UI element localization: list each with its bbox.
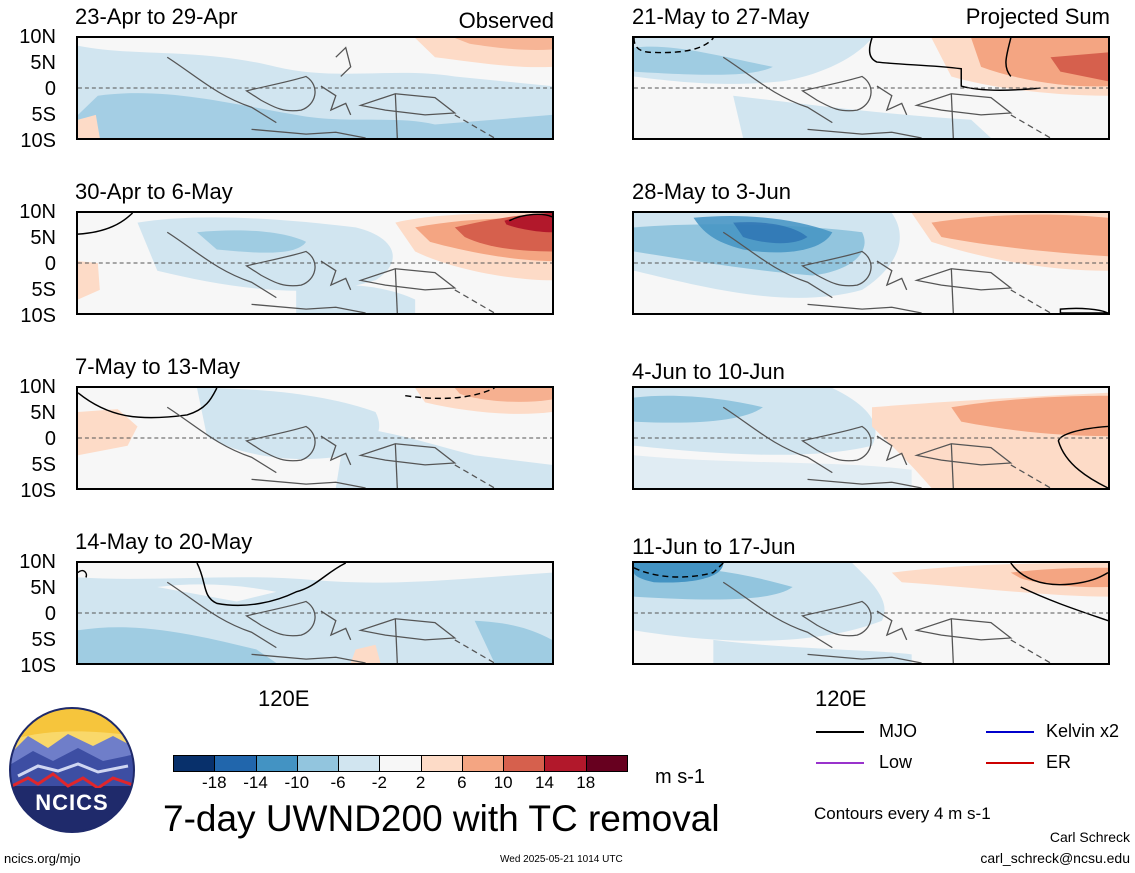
colorbar-tick-label: 10 [493, 773, 513, 792]
lat-tick: 10S [20, 655, 56, 677]
lat-tick: 5S [31, 104, 56, 126]
lat-tick: 10N [19, 551, 56, 573]
legend-kelvin-line [986, 731, 1034, 733]
legend-er-line [986, 762, 1034, 764]
panel-title-left-2: 30-Apr to 6-May [75, 179, 233, 204]
legend-low-line [816, 762, 864, 764]
colorbar-cell [503, 755, 546, 772]
map-panel-right-2 [632, 211, 1110, 315]
colorbar-cell [461, 755, 505, 772]
colorbar-tick-label: -6 [330, 773, 346, 792]
legend-mjo-label: MJO [879, 721, 917, 741]
colorbar-tick-label: -18 [201, 773, 227, 792]
lat-tick: 0 [44, 78, 56, 100]
lat-tick: 5N [30, 227, 56, 249]
lat-tick: 5N [30, 577, 56, 599]
logo-text: NCICS [35, 790, 109, 815]
colorbar-ticks: -18 -14 -10 -6 -2 2 6 10 14 18 [173, 774, 627, 794]
panel-title-right-1: 21-May to 27-May [632, 4, 810, 29]
map-panel-left-1 [76, 36, 554, 140]
lat-tick: 10S [20, 480, 56, 502]
lat-tick: 5S [31, 629, 56, 651]
colorbar-cell [173, 755, 216, 772]
panel-title-right-3: 4-Jun to 10-Jun [632, 359, 785, 384]
lat-tick: 10N [19, 26, 56, 48]
lat-tick: 10S [20, 305, 56, 327]
lat-tick: 10N [19, 376, 56, 398]
map-panel-right-1 [632, 36, 1110, 140]
colorbar-tick-label: 18 [576, 773, 596, 792]
colorbar-units: m s-1 [655, 766, 705, 788]
legend-kelvin-label: Kelvin x2 [1046, 721, 1120, 741]
contour-note: Contours every 4 m s-1 [814, 804, 991, 823]
colorbar-tick-label: 14 [534, 773, 554, 792]
panel-title-left-4: 14-May to 20-May [75, 529, 253, 554]
colorbar-cell [214, 755, 257, 772]
lon-tick-right: 120E [815, 686, 867, 711]
colorbar-tick-label: 6 [457, 773, 467, 792]
colorbar-tick-label: -10 [284, 773, 310, 792]
map-panel-right-3 [632, 386, 1110, 490]
lat-tick: 5S [31, 279, 56, 301]
panel-title-right-2: 28-May to 3-Jun [632, 179, 791, 204]
colorbar-cell [420, 755, 463, 772]
colorbar [173, 755, 628, 772]
ncics-logo-graphic [9, 707, 135, 833]
lat-tick: 5S [31, 454, 56, 476]
map-panel-left-2 [76, 211, 554, 315]
footer-url[interactable]: ncics.org/mjo [4, 851, 81, 866]
footer-timestamp: Wed 2025-05-21 1014 UTC [500, 854, 623, 865]
lat-tick: 0 [44, 253, 56, 275]
map-panel-right-4 [632, 561, 1110, 665]
lon-tick-left: 120E [258, 686, 310, 711]
colorbar-tick-label: -2 [371, 773, 387, 792]
lat-tick: 10S [20, 130, 56, 152]
legend-mjo-line [816, 731, 864, 733]
colorbar-cell [255, 755, 298, 772]
main-title: 7-day UWND200 with TC removal [163, 798, 720, 839]
colorbar-cell [379, 755, 422, 772]
colorbar-cell [544, 755, 587, 772]
panel-label-projected-sum: Projected Sum [965, 4, 1110, 29]
footer-author: Carl Schreck [1049, 829, 1130, 845]
panel-title-left-1: 23-Apr to 29-Apr [75, 4, 238, 29]
ncics-logo: NCICS [8, 706, 136, 834]
colorbar-cell [338, 755, 381, 772]
colorbar-cell [296, 755, 340, 772]
panel-title-left-3: 7-May to 13-May [75, 354, 241, 379]
lat-tick: 0 [44, 428, 56, 450]
panel-label-observed: Observed [458, 8, 554, 33]
panel-title-right-4: 11-Jun to 17-Jun [632, 534, 796, 559]
colorbar-tick-label: 2 [415, 773, 426, 792]
lat-tick: 5N [30, 402, 56, 424]
colorbar-tick-label: -14 [243, 773, 268, 792]
lat-tick: 10N [19, 201, 56, 223]
colorbar-cell [585, 755, 628, 772]
legend-low-label: Low [879, 752, 913, 772]
lat-tick: 5N [30, 52, 56, 74]
map-panel-left-4 [76, 561, 554, 665]
legend-er-label: ER [1046, 752, 1072, 772]
footer-email[interactable]: carl_schreck@ncsu.edu [980, 850, 1130, 866]
lat-tick: 0 [44, 603, 56, 625]
map-panel-left-3 [76, 386, 554, 490]
